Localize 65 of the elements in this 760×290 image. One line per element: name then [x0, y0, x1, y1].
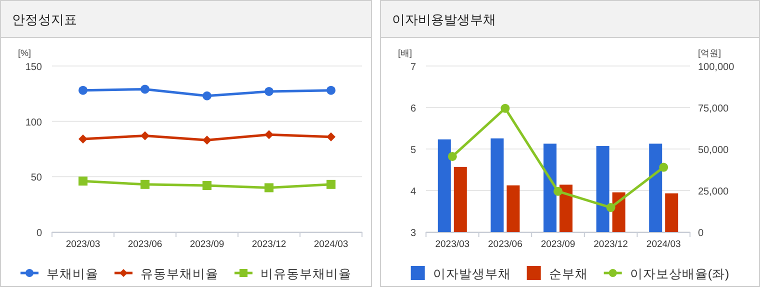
point — [264, 86, 274, 96]
x-tick-label: 2023/03 — [66, 239, 100, 250]
y2-tick-label: 25,000 — [698, 186, 730, 198]
y-axis-title: [%] — [18, 48, 32, 58]
legend-label: 부채비율 — [46, 267, 98, 281]
x-tick-label: 2023/06 — [128, 239, 162, 250]
bar — [506, 185, 520, 232]
point — [606, 203, 616, 212]
legend-label: 유동부채비율 — [140, 267, 218, 281]
point — [140, 131, 150, 140]
point — [326, 132, 336, 142]
bar — [454, 166, 467, 232]
y-tick-label: 4 — [410, 186, 416, 198]
point — [140, 180, 150, 189]
x-tick-label: 2023/12 — [252, 239, 286, 250]
point — [264, 183, 274, 192]
y-axis-title: [배] — [398, 48, 412, 58]
y-tick-label: 6 — [410, 104, 416, 114]
x-tick-label: 2023/12 — [594, 239, 628, 250]
chart-title: 이자비용발생부채 — [392, 12, 496, 27]
point — [78, 134, 88, 144]
bar — [596, 146, 610, 232]
legend-label: 이자보상배율(좌) — [630, 267, 730, 281]
x-tick-label: 2023/09 — [190, 239, 224, 250]
point — [659, 162, 668, 172]
y-tick-label: 0 — [36, 228, 42, 239]
x-tick-label: 2023/09 — [540, 239, 576, 250]
y-tick-label: 7 — [410, 62, 416, 73]
y-tick-label: 50 — [30, 172, 42, 184]
point — [448, 152, 457, 161]
point — [326, 180, 336, 189]
x-tick-label: 2024/03 — [646, 239, 681, 250]
point — [78, 176, 88, 186]
bar — [649, 144, 662, 232]
legend-label: 이자발생부채 — [432, 267, 511, 281]
point — [326, 86, 336, 95]
bar — [665, 193, 678, 232]
y-tick-label: 100 — [25, 117, 42, 128]
point — [140, 84, 150, 94]
point — [554, 186, 562, 196]
bar — [612, 192, 626, 232]
point — [202, 136, 212, 145]
y2-axis-title: [억원] — [698, 48, 722, 58]
y2-tick-label: 50,000 — [698, 145, 730, 156]
point — [264, 130, 274, 140]
x-tick-label: 2024/03 — [314, 239, 348, 250]
bar — [490, 138, 504, 232]
y-tick-label: 5 — [410, 145, 416, 156]
x-tick-label: 2023/03 — [435, 239, 470, 250]
bar — [544, 144, 556, 232]
x-tick-label: 2023/06 — [488, 239, 522, 250]
legend-label: 순부채 — [548, 267, 588, 281]
y-tick-label: 150 — [25, 62, 42, 73]
y2-tick-label: 75,000 — [698, 104, 730, 114]
point — [78, 86, 88, 95]
y2-tick-label: 100,000 — [698, 62, 735, 73]
y2-tick-label: 0 — [698, 228, 704, 239]
point — [500, 104, 510, 113]
y-tick-label: 3 — [410, 228, 416, 239]
legend-label: 비유동부채비율 — [260, 267, 352, 281]
point — [202, 91, 212, 100]
chart-title: 안정성지표 — [12, 12, 77, 27]
point — [202, 181, 212, 190]
bar — [438, 139, 451, 232]
bar — [560, 184, 572, 232]
